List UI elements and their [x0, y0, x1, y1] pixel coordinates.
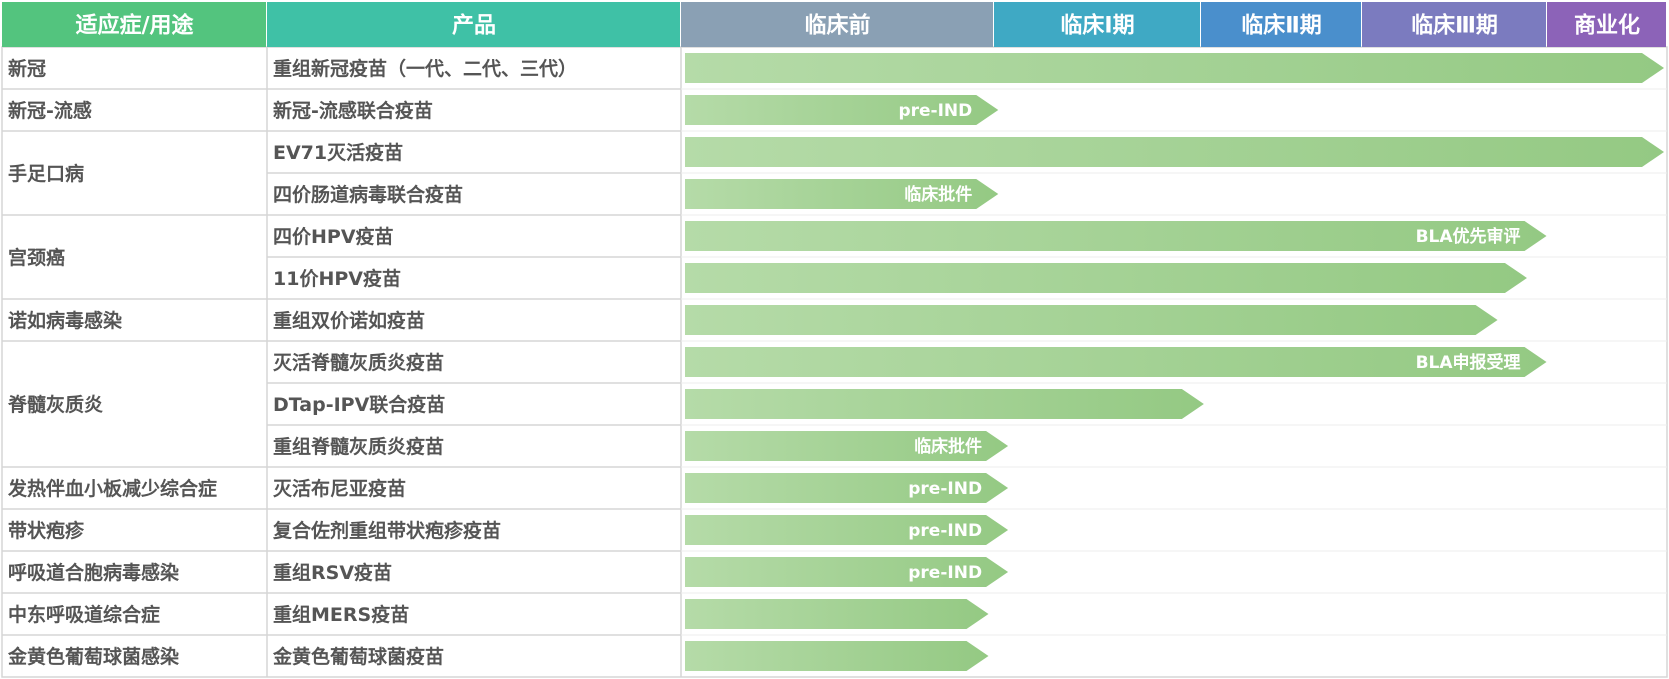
- header-stage-3-bg: [1362, 2, 1546, 47]
- progress-bar: [685, 431, 1009, 461]
- progress-bar: [685, 557, 1009, 587]
- header-stage-0: 临床前: [804, 13, 870, 39]
- progress-bar-label: 临床批件: [914, 436, 982, 457]
- indication-label: 发热伴血小板减少综合症: [7, 477, 217, 500]
- indication-label: 中东呼吸道综合症: [8, 603, 160, 626]
- progress-bar-label: BLA优先审评: [1416, 226, 1521, 247]
- progress-bar: [685, 305, 1498, 335]
- progress-bar-label: pre-IND: [908, 479, 982, 499]
- progress-bar-label: 临床批件: [904, 184, 972, 205]
- product-label: 新冠-流感联合疫苗: [273, 99, 433, 122]
- header-stage-0-bg: [681, 2, 993, 47]
- indication-label: 诺如病毒感染: [8, 309, 122, 332]
- header-stage-4: 商业化: [1574, 13, 1640, 39]
- progress-bar: [685, 473, 1009, 503]
- header-stage-1: 临床Ⅰ期: [1060, 13, 1134, 39]
- header-stage-3: 临床Ⅲ期: [1411, 13, 1498, 39]
- header-stage-1-bg: [994, 2, 1200, 47]
- product-label: 重组双价诺如疫苗: [273, 309, 425, 332]
- progress-bar: [685, 95, 999, 125]
- indication-label: 手足口病: [8, 162, 84, 185]
- progress-bar: [685, 179, 999, 209]
- header-indication: 适应症/用途: [75, 13, 194, 39]
- product-label: 四价肠道病毒联合疫苗: [273, 183, 463, 206]
- header-stage-4-bg: [1547, 2, 1666, 47]
- product-label: 11价HPV疫苗: [273, 267, 401, 290]
- product-label: 重组脊髓灰质炎疫苗: [273, 435, 444, 458]
- progress-bar-label: BLA申报受理: [1416, 352, 1521, 373]
- product-label: 灭活布尼亚疫苗: [272, 477, 406, 500]
- header-product-bg: [267, 2, 680, 47]
- header-indication-bg: [2, 2, 266, 47]
- indication-label: 脊髓灰质炎: [7, 393, 103, 416]
- progress-bar: [685, 515, 1009, 545]
- progress-bar-label: pre-IND: [908, 521, 982, 541]
- indication-label: 带状疱疹: [8, 519, 85, 542]
- product-label: 灭活脊髓灰质炎疫苗: [272, 351, 444, 374]
- progress-bar: [685, 221, 1547, 251]
- indication-label: 金黄色葡萄球菌感染: [7, 645, 179, 668]
- product-label: 四价HPV疫苗: [273, 225, 394, 248]
- indication-label: 宫颈癌: [8, 246, 65, 269]
- progress-bar: [685, 599, 989, 629]
- header-product: 产品: [452, 14, 496, 39]
- product-label: 复合佐剂重组带状疱疹疫苗: [272, 519, 501, 542]
- progress-bar: [685, 389, 1204, 419]
- indication-label: 新冠-流感: [8, 99, 92, 122]
- product-label: 重组新冠疫苗（一代、二代、三代）: [273, 57, 577, 80]
- progress-bar: [685, 641, 989, 671]
- progress-bar: [685, 137, 1664, 167]
- indication-label: 呼吸道合胞病毒感染: [8, 561, 179, 584]
- header-stage-2-bg: [1201, 2, 1361, 47]
- product-label: 重组MERS疫苗: [273, 603, 409, 626]
- progress-bar: [685, 263, 1527, 293]
- indication-label: 新冠: [8, 57, 46, 80]
- progress-bar-label: pre-IND: [898, 101, 972, 121]
- progress-bar-label: pre-IND: [908, 563, 982, 583]
- product-label: DTap-IPV联合疫苗: [273, 393, 445, 416]
- progress-bar: [685, 347, 1547, 377]
- product-label: EV71灭活疫苗: [273, 141, 403, 164]
- product-label: 重组RSV疫苗: [273, 561, 392, 584]
- header-stage-2: 临床Ⅱ期: [1241, 13, 1322, 39]
- progress-bar: [685, 53, 1664, 83]
- product-label: 金黄色葡萄球菌疫苗: [272, 645, 444, 668]
